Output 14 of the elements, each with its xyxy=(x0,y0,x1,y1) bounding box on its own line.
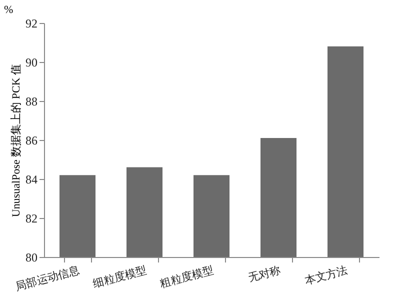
x-tick-label: 细粒度模型 xyxy=(92,264,148,290)
y-tick-label: 90 xyxy=(26,56,38,70)
x-tick-label: 无对称 xyxy=(246,264,282,285)
y-tick-label: 82 xyxy=(26,212,38,226)
text: % xyxy=(4,4,14,16)
x-tick-label: 粗粒度模型 xyxy=(158,264,216,290)
y-tick-label: 88 xyxy=(26,94,38,108)
y-tick-label: 86 xyxy=(26,134,38,148)
y-tick-label: 92 xyxy=(26,16,38,30)
x-tick-label: 本文方法 xyxy=(303,264,350,288)
y-tick-label: 80 xyxy=(26,250,38,264)
y-tick-label: 84 xyxy=(26,172,38,186)
x-tick-label: 局部运动信息 xyxy=(14,264,82,294)
y-axis-title: UnusualPose 数据集上的 PCK 值 xyxy=(10,64,22,218)
